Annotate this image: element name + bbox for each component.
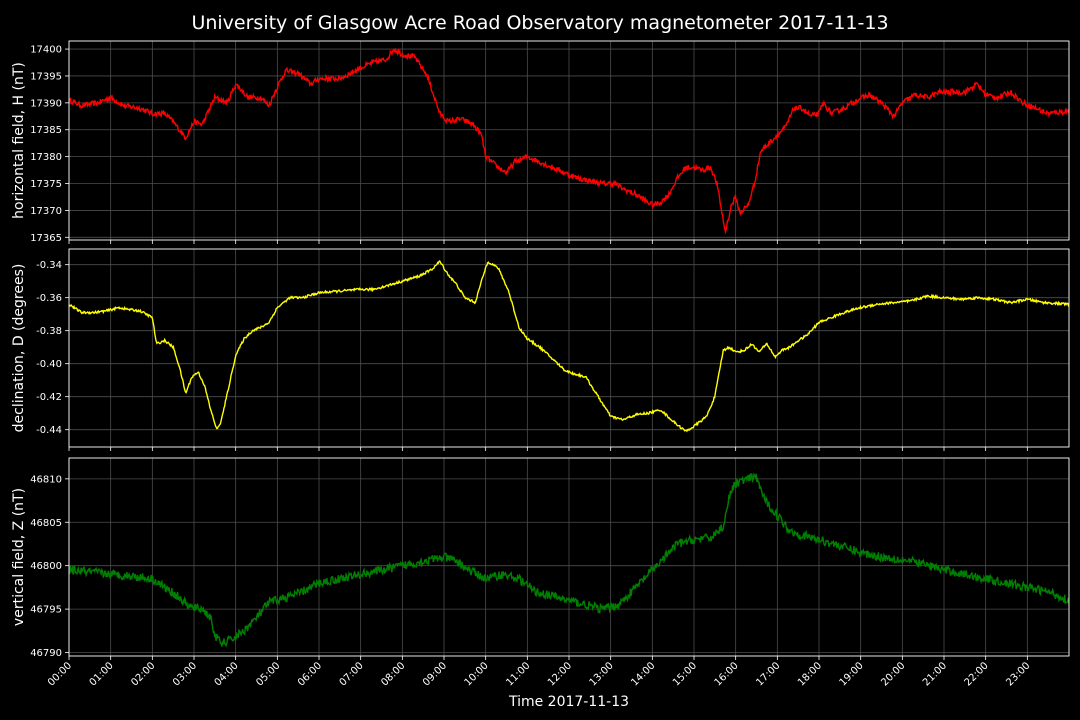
y-tick-label: 17375 <box>30 179 62 190</box>
chart-panels: 17365 17370 17375 17380 17385 17390 17395 17400… <box>11 40 1070 660</box>
y-axis-label: declination, D (degrees) <box>11 264 27 433</box>
y-tick-label: 17400 <box>30 45 62 56</box>
y-tick-label: 46800 <box>30 561 62 572</box>
chart-title: University of Glasgow Acre Road Observat… <box>191 12 888 34</box>
y-tick-label: -0.38 <box>36 326 62 337</box>
panel-1: 17365 17370 17375 17380 17385 17390 17395 17400… <box>11 40 1070 244</box>
y-tick-label: -0.42 <box>36 392 62 403</box>
data-series-line <box>69 472 1069 648</box>
y-tick-label: 17370 <box>30 206 62 217</box>
y-axis-label: horizontal field, H (nT) <box>11 62 27 219</box>
y-tick-label: -0.36 <box>36 293 62 304</box>
y-tick-label: 46805 <box>30 518 62 529</box>
y-tick-label: 17390 <box>30 98 62 109</box>
y-tick-label: 17380 <box>30 152 62 163</box>
y-tick-label: -0.44 <box>36 425 62 436</box>
y-axis-label: vertical field, Z (nT) <box>11 488 27 626</box>
panel-frame <box>68 40 1070 241</box>
y-tick-label: 46795 <box>30 605 62 616</box>
gridlines <box>68 458 1069 656</box>
data-series-line <box>69 259 1069 433</box>
y-tick-label: 46810 <box>30 474 62 485</box>
y-tick-label: 46790 <box>30 648 62 659</box>
panel-frame <box>68 457 1070 657</box>
gridlines <box>68 249 1069 447</box>
y-tick-label: 17365 <box>30 233 62 244</box>
y-tick-label: -0.34 <box>36 260 62 271</box>
y-tick-label: -0.40 <box>36 359 62 370</box>
data-series-line <box>69 47 1069 235</box>
panel-frame <box>68 248 1070 448</box>
y-tick-label: 17395 <box>30 71 62 82</box>
y-tick-label: 17385 <box>30 125 62 136</box>
x-axis-label: Time 2017-11-13 <box>508 694 629 710</box>
panel-2: -0.44 -0.42 -0.40 -0.38 -0.36 -0.34 declinatio… <box>11 248 1070 451</box>
gridlines <box>68 41 1069 240</box>
